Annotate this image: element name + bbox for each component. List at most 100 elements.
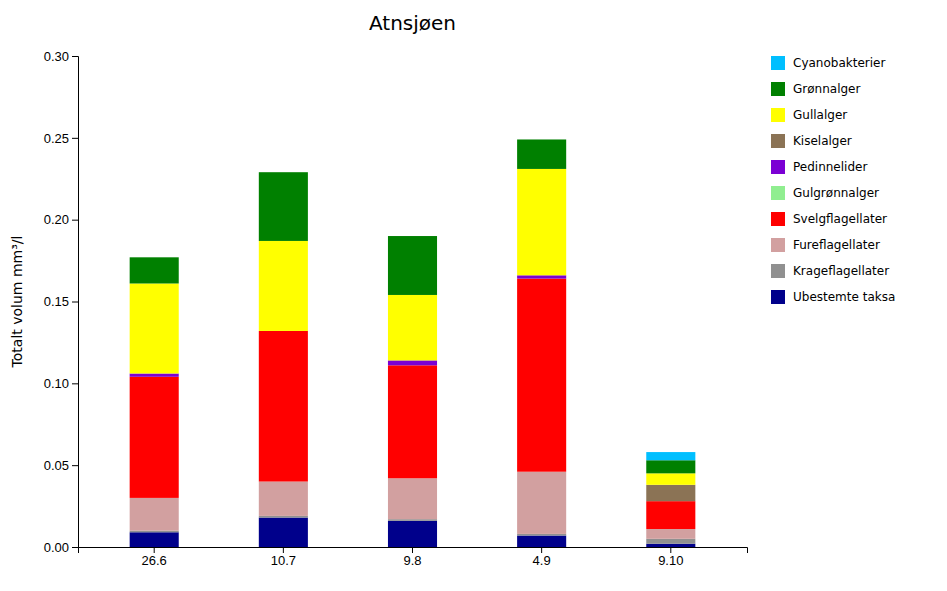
x-tick: 26.6 xyxy=(142,547,167,568)
bar xyxy=(130,257,179,283)
x-tick-mark xyxy=(412,547,413,553)
y-tick: 0.15 xyxy=(44,294,78,309)
bar xyxy=(517,139,566,140)
bar xyxy=(646,460,695,473)
bar xyxy=(517,275,566,278)
bar xyxy=(388,521,437,547)
y-tick-label: 0.20 xyxy=(44,212,69,227)
bar xyxy=(388,236,437,295)
bars xyxy=(130,139,696,547)
legend-swatch xyxy=(771,212,785,226)
y-tick: 0.30 xyxy=(44,49,78,64)
legend-swatch xyxy=(771,82,785,96)
bar xyxy=(388,295,437,360)
legend-label: Pedinnelider xyxy=(793,160,867,174)
bar xyxy=(259,482,308,516)
bar xyxy=(130,377,179,498)
y-axis: 0.00 0.05 0.10 0.15 0.20 0.25 0.30 xyxy=(44,49,79,555)
legend-label: Kiselalger xyxy=(793,134,852,148)
x-tick-label: 10.7 xyxy=(271,553,296,568)
bar-series xyxy=(130,275,567,376)
bar xyxy=(130,283,179,373)
legend-label: Ubestemte taksa xyxy=(793,290,895,304)
y-tick-mark xyxy=(72,138,78,139)
bar xyxy=(646,485,695,501)
legend-label: Fureflagellater xyxy=(793,238,880,252)
bar-series xyxy=(130,139,696,473)
y-tick-label: 0.15 xyxy=(44,294,69,309)
x-tick-label: 9.10 xyxy=(658,553,683,568)
y-tick-label: 0.10 xyxy=(44,376,69,391)
legend-swatch xyxy=(771,134,785,148)
bar xyxy=(646,452,695,460)
bar xyxy=(517,534,566,536)
bar xyxy=(388,360,437,365)
x-tick-label: 26.6 xyxy=(142,553,167,568)
x-tick-mark xyxy=(154,547,155,553)
bar xyxy=(388,478,437,519)
legend-label: Cyanobakterier xyxy=(793,56,885,70)
plot-area: 26.610.79.84.99.100.000.050.100.150.200.… xyxy=(44,49,748,569)
bar xyxy=(259,241,308,331)
x-axis: 26.6 10.7 9.8 4.9 9.10 xyxy=(79,547,748,568)
legend: CyanobakterierGrønnalgerGullalgerKiselal… xyxy=(771,56,895,304)
y-tick-mark xyxy=(72,547,78,548)
legend-label: Svelgflagellater xyxy=(793,212,887,226)
legend-item: Fureflagellater xyxy=(771,238,880,252)
legend-label: Gulgrønnalger xyxy=(793,186,879,200)
legend-swatch xyxy=(771,108,785,122)
legend-label: Grønnalger xyxy=(793,82,860,96)
legend-swatch xyxy=(771,290,785,304)
bar xyxy=(646,529,695,539)
x-tick: 4.9 xyxy=(533,547,551,568)
x-tick: 9.10 xyxy=(658,547,683,568)
bar xyxy=(646,501,695,529)
legend-swatch xyxy=(771,238,785,252)
y-tick-label: 0.25 xyxy=(44,130,69,145)
y-tick-mark xyxy=(72,56,78,57)
legend-label: Krageflagellater xyxy=(793,264,889,278)
y-tick: 0.00 xyxy=(44,540,78,555)
bar xyxy=(517,169,566,275)
bar xyxy=(259,518,308,547)
y-axis-title: Totalt volum mm³/l xyxy=(9,236,25,369)
legend-item: Svelgflagellater xyxy=(771,212,887,226)
chart-container: 26.610.79.84.99.100.000.050.100.150.200.… xyxy=(0,0,947,591)
bar xyxy=(259,331,308,482)
bar xyxy=(388,236,437,237)
bar-series xyxy=(130,516,696,544)
legend-item: Krageflagellater xyxy=(771,264,889,278)
y-tick-mark xyxy=(72,220,78,221)
y-tick-mark xyxy=(72,383,78,384)
bar xyxy=(259,172,308,173)
bar xyxy=(517,139,566,168)
x-tick-mark xyxy=(670,547,671,553)
bar-series xyxy=(130,169,696,485)
x-tick-mark xyxy=(541,547,542,553)
bar xyxy=(130,257,179,258)
bar xyxy=(130,498,179,531)
bar-series xyxy=(130,518,696,547)
bar xyxy=(259,516,308,518)
legend-item: Cyanobakterier xyxy=(771,56,885,70)
bar xyxy=(646,544,695,547)
bar xyxy=(517,472,566,534)
bar xyxy=(646,539,695,544)
bar xyxy=(130,374,179,377)
legend-swatch xyxy=(771,264,785,278)
y-tick: 0.10 xyxy=(44,376,78,391)
legend-swatch xyxy=(771,160,785,174)
x-tick: 9.8 xyxy=(403,547,421,568)
y-tick-label: 0.05 xyxy=(44,458,69,473)
bar xyxy=(388,519,437,521)
x-tick-mark xyxy=(283,547,284,553)
legend-item: Grønnalger xyxy=(771,82,860,96)
legend-item: Kiselalger xyxy=(771,134,852,148)
title: Atnsjøen xyxy=(369,11,456,35)
bar xyxy=(130,531,179,533)
y-tick-mark xyxy=(72,465,78,466)
bar xyxy=(130,532,179,547)
legend-item: Gulgrønnalger xyxy=(771,186,879,200)
x-tick-label: 9.8 xyxy=(403,553,421,568)
legend-item: Ubestemte taksa xyxy=(771,290,895,304)
